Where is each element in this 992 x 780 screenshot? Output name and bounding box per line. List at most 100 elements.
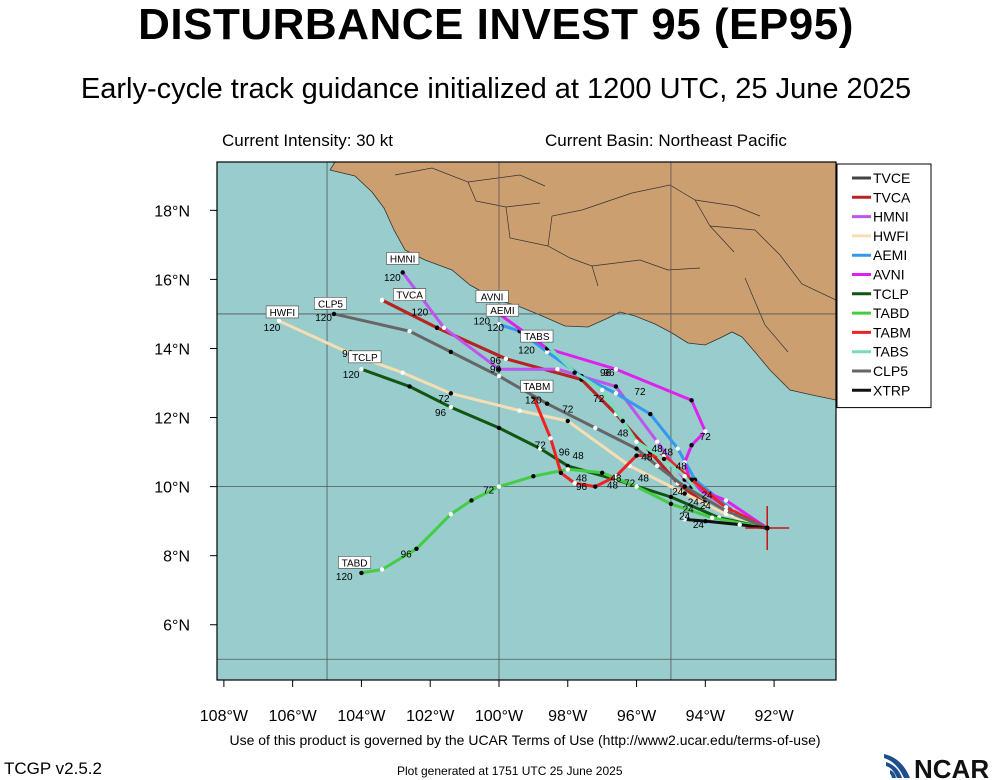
lat-tick-label: 16°N: [154, 272, 190, 289]
lat-tick-label: 18°N: [154, 203, 190, 220]
forecast-hour-label: 48: [638, 473, 650, 484]
storm-center-dot: [764, 525, 770, 531]
track-point: [654, 463, 660, 469]
track-point: [379, 567, 385, 572]
model-tag-tclp: TCLP: [352, 353, 378, 364]
track-point: [558, 470, 564, 475]
forecast-hour-label: 96: [490, 356, 502, 367]
forecast-hour-label: 72: [562, 404, 574, 415]
track-point: [634, 453, 639, 458]
storm-center-marker: [745, 506, 790, 551]
track-point: [634, 484, 639, 489]
current-basin: Current Basin: Northeast Pacific: [545, 131, 787, 150]
page-title: DISTURBANCE INVEST 95 (EP95): [138, 0, 854, 49]
track-point: [379, 297, 385, 303]
track-point: [441, 325, 447, 330]
track-point: [675, 446, 681, 451]
forecast-hour-label: 120: [525, 396, 542, 407]
forecast-hour-label: 120: [315, 313, 332, 324]
track-point: [496, 484, 502, 489]
forecast-hour-label: 72: [634, 387, 646, 398]
legend-entry-aemi: AEMI: [873, 247, 907, 263]
legend-entry-tabd: TABD: [873, 305, 909, 321]
forecast-hour-label: 72: [438, 394, 450, 405]
forecast-hour-label: 72: [624, 479, 636, 490]
lon-tick-label: 92°W: [754, 708, 794, 725]
track-point: [613, 474, 619, 479]
track-point: [565, 418, 570, 424]
model-tag-box: [313, 297, 347, 310]
track-tclp: [360, 367, 768, 530]
track-point: [634, 439, 639, 444]
model-tag-hmni: HMNI: [390, 254, 416, 265]
forecast-hour-label: 24: [683, 505, 695, 516]
track-point: [593, 484, 598, 489]
lon-tick-label: 102°W: [406, 708, 455, 725]
track-hwfi: [278, 319, 768, 530]
track-layer: [276, 270, 769, 576]
model-tag-box: [386, 252, 420, 265]
lat-tick-label: 12°N: [154, 411, 190, 428]
model-tag-box: [520, 329, 554, 343]
legend-entry-hwfi: HWFI: [873, 228, 909, 244]
forecast-hour-label: 72: [483, 486, 495, 497]
track-point: [682, 460, 687, 465]
generated-timestamp: Plot generated at 1751 UTC 25 June 2025: [397, 764, 623, 778]
track-point: [599, 387, 605, 393]
forecast-hour-label: 48: [652, 444, 664, 455]
page-subtitle: Early-cycle track guidance initialized a…: [80, 73, 912, 105]
current-intensity: Current Intensity: 30 kt: [222, 131, 394, 150]
track-point: [538, 446, 543, 451]
track-point: [400, 370, 405, 375]
forecast-hour-label: 48: [641, 453, 653, 464]
lat-tick-label: 6°N: [163, 618, 190, 635]
forecast-hour-label: 96: [342, 349, 354, 360]
track-point: [448, 391, 454, 396]
track-point: [496, 322, 502, 327]
track-point: [359, 570, 364, 576]
track-point: [613, 384, 619, 389]
legend-entry-tclp: TCLP: [873, 286, 909, 302]
track-point: [668, 494, 674, 500]
track-point: [469, 498, 474, 503]
track-point: [496, 367, 502, 372]
map-frame: [216, 161, 837, 681]
lon-tick-label: 96°W: [617, 708, 657, 725]
ncar-logo: NCAR: [884, 754, 989, 780]
legend-entry-tabm: TABM: [873, 324, 911, 340]
lon-tick-label: 106°W: [269, 708, 318, 725]
forecast-hour-label: 24: [693, 520, 705, 531]
model-tag-tabs: TABS: [524, 332, 550, 343]
forecast-hour-label: 48: [610, 473, 622, 484]
track-point: [565, 467, 570, 472]
track-point: [648, 411, 653, 417]
forecast-hour-label: 120: [518, 346, 535, 357]
track-point: [599, 470, 605, 475]
track-point: [448, 404, 454, 410]
model-tags: TVCA HMNI HWFI AEMI AVNI TCLP TABD TABM TABS CLP5: [265, 252, 554, 569]
track-point: [517, 408, 522, 413]
track-point: [682, 491, 687, 496]
forecast-hour-label: 120: [384, 273, 401, 284]
track-point: [531, 474, 536, 479]
forecast-hour-label: 72: [535, 441, 547, 452]
track-point: [723, 512, 729, 517]
model-tag-box: [393, 288, 427, 301]
track-point: [689, 442, 694, 448]
track-point: [359, 367, 364, 372]
model-tag-aemi: AEMI: [490, 306, 514, 317]
track-xtrp: [684, 517, 768, 530]
track-point: [682, 484, 687, 489]
track-point: [414, 546, 419, 551]
track-point: [710, 515, 715, 520]
terms-of-use-text: Use of this product is governed by the U…: [229, 732, 821, 748]
track-point: [703, 429, 708, 434]
map-axes: 108°W 106°W 104°W 102°W 100°W 98°W 96°W 94°W 92°…: [154, 203, 794, 725]
track-point: [703, 518, 708, 524]
track-point: [654, 439, 660, 444]
legend-entry-hmni: HMNI: [873, 209, 909, 225]
track-point: [555, 367, 560, 372]
lon-tick-label: 104°W: [337, 708, 386, 725]
